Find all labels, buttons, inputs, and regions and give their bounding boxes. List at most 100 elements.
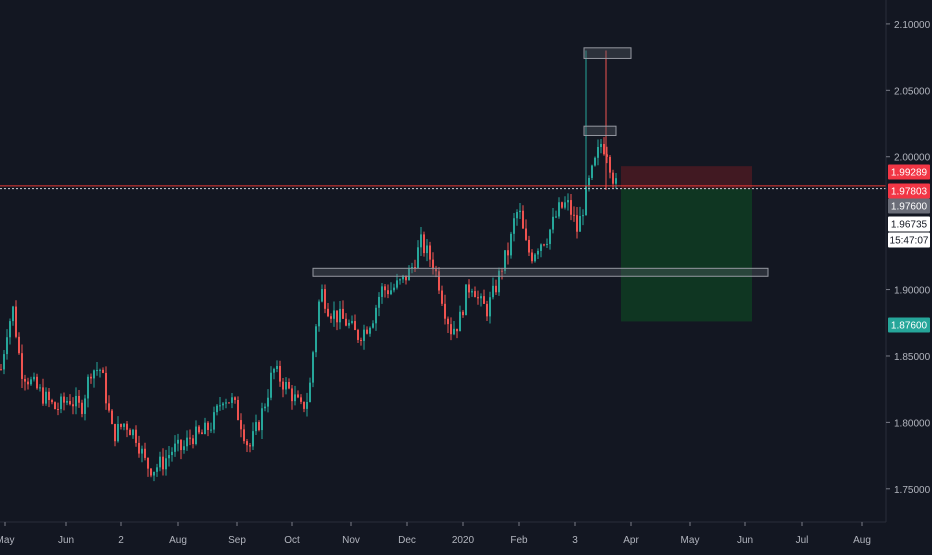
time-tick-label: Feb [510, 535, 528, 546]
countdown-label-bg [888, 232, 930, 248]
candle-body [576, 215, 578, 232]
time-tick-label: Apr [623, 535, 639, 546]
target-price-label-bg [888, 317, 930, 333]
candle-body [591, 165, 593, 178]
candle-body [579, 215, 581, 232]
candle-body [201, 432, 203, 435]
candle-body [540, 244, 542, 251]
candle-body [285, 381, 287, 390]
take-profit-zone[interactable] [621, 188, 752, 322]
candle-body [336, 310, 338, 323]
candle-body [462, 311, 464, 316]
candle-body [426, 245, 428, 254]
candle-body [432, 259, 434, 270]
candle-body [96, 370, 98, 372]
candle-body [174, 443, 176, 452]
price-tick-label: 1.90000 [894, 286, 931, 297]
candle-body [555, 216, 557, 218]
candle-body [510, 233, 512, 256]
candle-body [567, 200, 569, 203]
candle-body [231, 397, 233, 403]
entry-price-label: 1.97600 [888, 198, 930, 214]
candle-body [54, 402, 56, 410]
candle-body [93, 370, 95, 379]
candle-body [528, 239, 530, 253]
candle-body [219, 405, 221, 407]
candle-body [342, 308, 344, 319]
candle-body [258, 422, 260, 431]
candle-body [207, 422, 209, 430]
candle-body [249, 445, 251, 447]
position-zones [621, 166, 752, 322]
candle-body [114, 423, 116, 442]
candle-body [459, 311, 461, 332]
time-tick-label: 2020 [452, 535, 475, 546]
candle-body [150, 468, 152, 476]
candle-body [333, 310, 335, 319]
candle-body [597, 146, 599, 158]
candle-body [282, 381, 284, 390]
candle-body [480, 296, 482, 299]
candle-body [288, 381, 290, 389]
candle-body [456, 328, 458, 332]
candle-body [33, 376, 35, 380]
candle-body [318, 301, 320, 327]
candle-body [612, 172, 614, 184]
candle-body [339, 308, 341, 323]
price-axis[interactable]: 2.10000 2.05000 2.00000 1.90000 1.85000 1.800… [886, 20, 931, 496]
candle-body [75, 395, 77, 407]
time-tick-label: Sep [228, 535, 246, 546]
candle-body [486, 303, 488, 317]
last-price-label: 1.96735 [888, 216, 930, 232]
candle-body [39, 387, 41, 389]
candle-body [60, 396, 62, 410]
candle-body [606, 154, 608, 157]
countdown-label-text: 15:47:07 [890, 236, 929, 247]
candle-body [564, 202, 566, 208]
stop-price-label-bg [888, 164, 930, 180]
candle-body [0, 369, 2, 371]
time-tick-label: Jun [737, 535, 753, 546]
candle-body [423, 234, 425, 254]
high-zone[interactable] [583, 125, 617, 136]
candle-body [381, 286, 383, 297]
candle-body [303, 401, 305, 409]
candle-body [108, 403, 110, 411]
candle-body [369, 327, 371, 334]
candle-body [57, 409, 59, 411]
time-axis[interactable]: May Jun 2 Aug Sep Oct Nov Dec 2020 Feb 3 Apr May Jun J… [0, 522, 871, 546]
top-zone[interactable] [583, 47, 632, 59]
candle-body [324, 289, 326, 309]
candle-body [297, 394, 299, 398]
candle-body [330, 316, 332, 319]
candle-body [585, 185, 587, 216]
candle-body [24, 378, 26, 382]
candle-body [225, 402, 227, 404]
candle-body [384, 286, 386, 291]
entry-price-label-bg [888, 198, 930, 214]
candle-body [240, 420, 242, 430]
candle-body [99, 369, 101, 371]
candle-body [69, 401, 71, 405]
candle-body [603, 143, 605, 155]
ask-price-label-text: 1.97803 [891, 187, 928, 198]
candle-body [351, 321, 353, 323]
candle-body [483, 296, 485, 304]
candles [0, 50, 617, 482]
support-zone[interactable] [312, 267, 769, 277]
candle-body [558, 202, 560, 217]
stop-loss-zone[interactable] [621, 166, 752, 189]
candle-body [237, 399, 239, 421]
last-price-label-bg [888, 216, 930, 232]
candle-body [276, 365, 278, 369]
time-tick-label: May [0, 535, 14, 546]
candle-body [30, 379, 32, 385]
candle-body [438, 271, 440, 291]
candle-body [123, 423, 125, 427]
candle-body [135, 429, 137, 443]
candle-body [27, 381, 29, 385]
entry-price-label-text: 1.97600 [891, 202, 928, 213]
candle-body [165, 458, 167, 470]
